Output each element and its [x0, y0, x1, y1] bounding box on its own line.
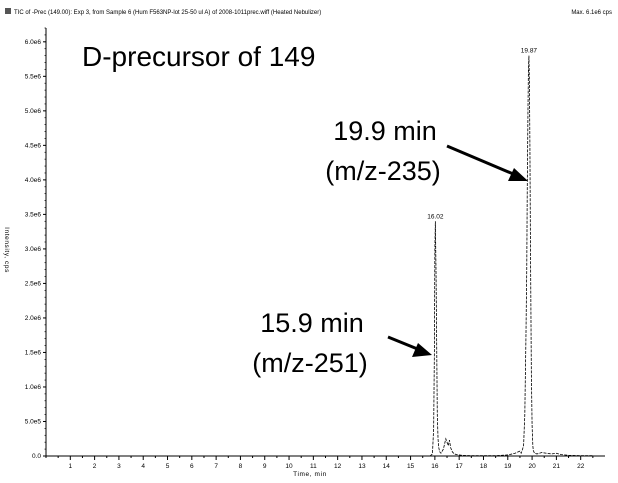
x-tick-label: 19 [504, 463, 512, 470]
y-tick-label: 2.5e6 [25, 280, 42, 287]
x-tick-label: 17 [456, 463, 464, 470]
y-tick-label: 0.0 [32, 453, 41, 460]
header-marker-icon [5, 8, 11, 14]
x-tick-label: 2 [93, 463, 97, 470]
x-tick-label: 5 [166, 463, 170, 470]
peak-labels: 16.02 19.87 [427, 48, 537, 221]
x-tick-label: 20 [528, 463, 536, 470]
x-tick-label: 8 [239, 463, 243, 470]
peak1-arrow-icon [387, 335, 432, 357]
x-tick-label: 13 [358, 463, 366, 470]
y-axis-label: Intensity, cps [3, 227, 10, 273]
y-tick-label: 1.0e6 [25, 384, 42, 391]
x-tick-label: 12 [334, 463, 342, 470]
y-tick-label: 5.0e5 [25, 418, 42, 425]
series-line-0 [429, 55, 593, 457]
chart-annotation-title: D-precursor of 149 [82, 41, 315, 72]
y-tick-label: 1.5e6 [25, 349, 42, 356]
x-tick-label: 9 [263, 463, 267, 470]
y-tick-label: 3.0e6 [25, 246, 42, 253]
header-max-intensity: Max. 6.1e6 cps [571, 10, 612, 16]
peak2-arrow-icon [446, 144, 528, 181]
trace-layer [429, 55, 593, 457]
x-tick-label: 22 [577, 463, 585, 470]
x-tick-label: 4 [141, 463, 145, 470]
header-title: TIC of -Prec (149.00): Exp 3, from Sampl… [14, 10, 321, 16]
x-tick-label: 1 [68, 463, 72, 470]
x-tick-label: 14 [383, 463, 391, 470]
peak1-annotation-time: 15.9 min [260, 308, 364, 338]
y-tick-label: 4.0e6 [25, 177, 42, 184]
peak1-annotation-mz: (m/z-251) [252, 348, 368, 378]
x-tick-label: 7 [214, 463, 218, 470]
x-axis-label: Time, min [293, 471, 327, 478]
x-tick-label: 3 [117, 463, 121, 470]
peak2-annotation-mz: (m/z-235) [325, 156, 441, 186]
y-tick-label: 2.0e6 [25, 315, 42, 322]
y-tick-label: 5.5e6 [25, 73, 42, 80]
x-tick-label: 11 [310, 463, 317, 470]
peak-label: 16.02 [427, 213, 444, 220]
x-tick-label: 10 [285, 463, 293, 470]
x-tick-label: 21 [553, 463, 561, 470]
x-tick-label: 18 [480, 463, 488, 470]
x-tick-label: 16 [431, 463, 439, 470]
y-tick-label: 5.0e6 [25, 108, 42, 115]
peak-label: 19.87 [521, 48, 538, 55]
axes: 1 2 3 4 5 6 7 8 9 10 11 12 13 14 15 16 17 18 19 20 21 220.05.… [25, 27, 605, 470]
x-tick-label: 15 [407, 463, 415, 470]
y-tick-label: 4.5e6 [25, 142, 42, 149]
y-tick-label: 6.0e6 [25, 39, 42, 46]
peak2-annotation-time: 19.9 min [333, 116, 437, 146]
y-tick-label: 3.5e6 [25, 211, 42, 218]
x-tick-label: 6 [190, 463, 194, 470]
